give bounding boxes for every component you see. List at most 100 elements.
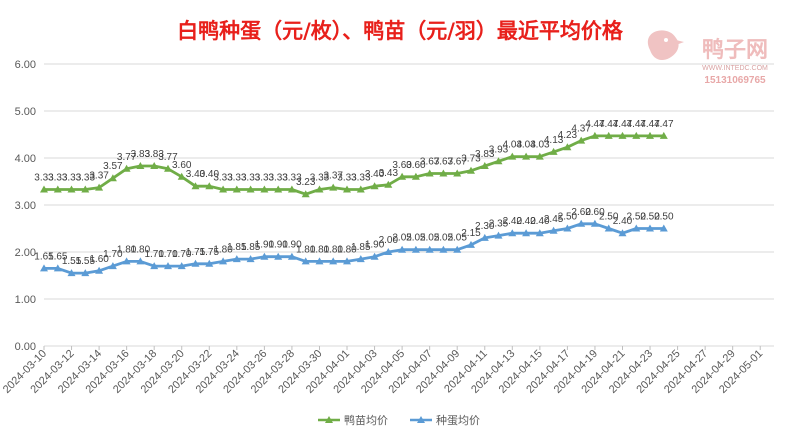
y-tick-label: 5.00 — [15, 106, 36, 118]
data-label: 3.77 — [158, 152, 178, 163]
series-line — [44, 134, 664, 196]
data-label: 3.60 — [392, 160, 412, 171]
y-tick-label: 2.00 — [15, 247, 36, 259]
data-point — [384, 180, 393, 188]
legend-item-2: 种蛋均价 — [410, 413, 480, 427]
data-label: 1.65 — [48, 251, 68, 262]
data-label: 4.47 — [640, 119, 660, 130]
data-label: 3.33 — [268, 172, 288, 183]
data-point — [480, 233, 489, 241]
y-axis: 0.00 1.00 2.00 3.00 4.00 5.00 6.00 — [15, 59, 36, 353]
data-point — [522, 229, 531, 237]
data-point — [53, 264, 62, 272]
data-label: 3.33 — [337, 172, 357, 183]
data-point — [549, 147, 558, 155]
data-label: 3.37 — [89, 171, 109, 182]
data-label: 3.40 — [365, 169, 385, 180]
data-point — [329, 183, 338, 191]
data-label: 3.33 — [227, 172, 247, 183]
data-point — [232, 255, 241, 263]
data-label: 3.60 — [172, 160, 192, 171]
data-label: 2.05 — [434, 233, 454, 244]
data-point — [177, 172, 186, 180]
data-point — [398, 172, 407, 180]
series-1: 3.333.333.333.333.373.573.773.833.833.77… — [34, 119, 674, 198]
data-point — [425, 169, 434, 177]
data-point — [659, 224, 668, 232]
data-label: 1.80 — [337, 244, 357, 255]
data-label: 3.83 — [131, 149, 151, 160]
data-point — [508, 229, 517, 237]
data-label: 3.33 — [76, 172, 96, 183]
x-axis: 2024-03-102024-03-122024-03-142024-03-16… — [1, 346, 765, 396]
data-label: 3.40 — [200, 169, 220, 180]
data-point — [67, 185, 76, 193]
data-label: 1.80 — [296, 244, 316, 255]
data-point — [343, 185, 351, 193]
data-label: 2.05 — [392, 233, 412, 244]
data-point — [108, 174, 117, 182]
data-point — [590, 219, 599, 227]
data-point — [563, 143, 572, 151]
data-point — [232, 185, 241, 193]
data-label: 2.05 — [447, 233, 467, 244]
data-label: 1.60 — [89, 254, 109, 265]
data-label: 3.57 — [103, 161, 123, 172]
data-point — [260, 185, 269, 193]
data-label: 2.30 — [475, 221, 495, 232]
legend: 鸭苗均价 种蛋均价 — [318, 413, 480, 427]
data-label: 2.05 — [420, 233, 440, 244]
data-point — [370, 252, 379, 260]
data-label: 2.45 — [544, 214, 564, 225]
data-point — [274, 252, 283, 260]
data-label: 3.33 — [241, 172, 261, 183]
data-label: 1.75 — [200, 247, 220, 258]
data-label: 4.03 — [530, 140, 550, 151]
data-point — [604, 224, 613, 232]
data-point — [494, 231, 503, 239]
data-label: 2.50 — [654, 212, 674, 223]
data-label: 3.33 — [255, 172, 275, 183]
y-tick-label: 4.00 — [15, 153, 36, 165]
data-label: 3.60 — [406, 160, 426, 171]
legend-marker-icon — [417, 416, 425, 423]
data-point — [150, 162, 159, 169]
data-label: 4.37 — [571, 124, 591, 135]
data-point — [329, 257, 338, 265]
data-label: 1.65 — [34, 251, 54, 262]
data-point — [81, 185, 90, 193]
data-label: 1.70 — [103, 249, 123, 260]
data-point — [646, 224, 654, 232]
data-point — [246, 255, 255, 263]
data-label: 1.80 — [131, 244, 151, 255]
data-point — [301, 190, 310, 198]
data-label: 3.40 — [186, 169, 206, 180]
data-point — [53, 185, 62, 193]
data-point — [535, 152, 544, 160]
data-point — [122, 164, 131, 172]
data-point — [108, 262, 117, 270]
y-tick-label: 3.00 — [15, 200, 36, 212]
data-label: 2.05 — [406, 233, 426, 244]
data-label: 3.93 — [489, 144, 509, 155]
data-label: 3.33 — [310, 172, 330, 183]
data-point — [439, 169, 448, 177]
data-point — [370, 182, 379, 190]
data-label: 3.33 — [62, 172, 82, 183]
data-point — [411, 245, 420, 253]
data-label: 4.47 — [599, 119, 619, 130]
data-label: 3.33 — [282, 172, 302, 183]
data-point — [659, 131, 668, 139]
legend-marker-icon — [325, 416, 333, 423]
data-point — [577, 219, 586, 227]
data-point — [535, 229, 544, 237]
data-point — [453, 245, 462, 253]
data-label: 3.67 — [420, 157, 440, 168]
data-point — [81, 269, 90, 277]
legend-label: 鸭苗均价 — [344, 414, 388, 427]
data-point — [95, 183, 104, 191]
data-label: 3.37 — [324, 171, 344, 182]
y-tick-label: 0.00 — [15, 341, 36, 353]
legend-label: 种蛋均价 — [436, 413, 480, 427]
data-point — [522, 152, 531, 160]
